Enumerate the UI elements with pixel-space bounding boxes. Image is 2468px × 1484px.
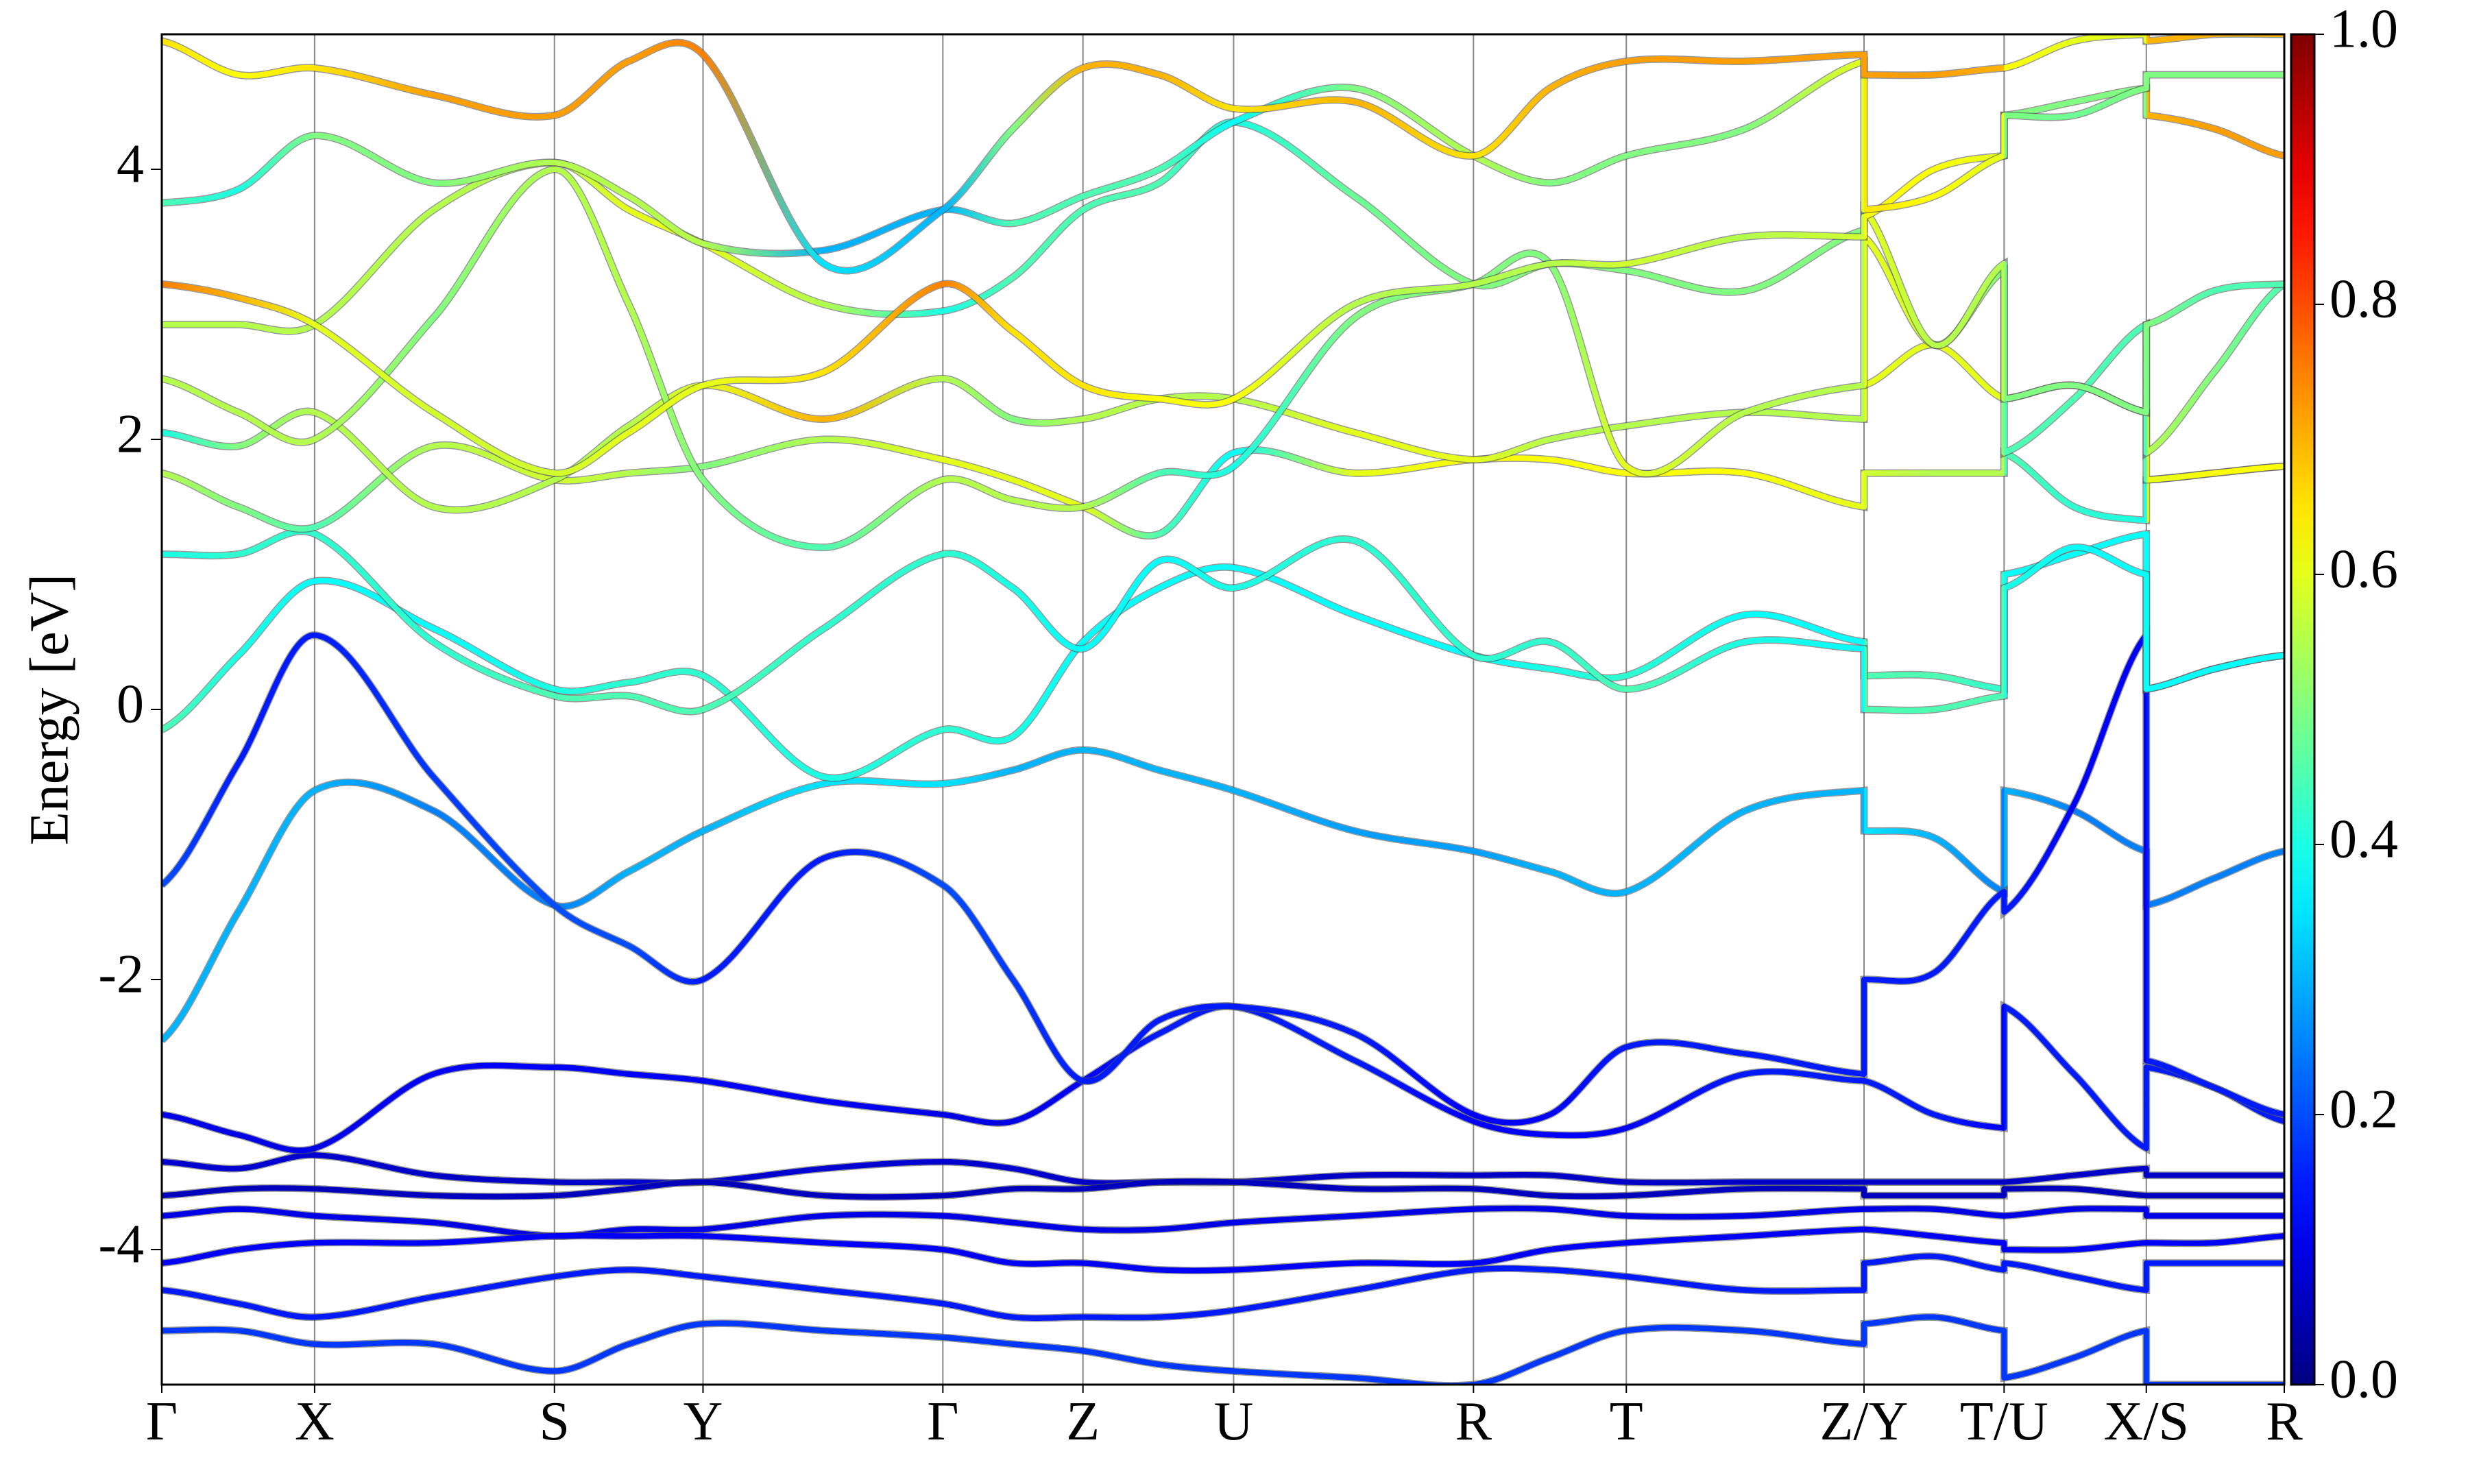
x-tick-label: R <box>2266 1391 2303 1452</box>
band-line <box>162 747 2284 1043</box>
band-line <box>162 1226 2284 1274</box>
x-tick-label: X/S <box>2104 1391 2190 1452</box>
plot-frame <box>160 33 2286 1386</box>
bands <box>162 34 2284 1385</box>
band-line <box>162 528 2284 715</box>
x-tick-label: S <box>540 1391 570 1452</box>
x-tick-label: Z <box>1066 1391 1100 1452</box>
x-tick-label: X <box>295 1391 335 1452</box>
band-line <box>162 1178 2284 1200</box>
band-line <box>162 34 2284 274</box>
x-tick-label: T <box>1610 1391 1643 1452</box>
band-line <box>162 531 2284 781</box>
band-outline <box>162 84 2284 477</box>
y-tick-label: -4 <box>98 1214 144 1274</box>
colorbar-tick-label: 0.2 <box>2330 1079 2398 1139</box>
y-tick-label: -2 <box>98 944 144 1004</box>
band-line <box>162 1003 2284 1154</box>
x-tick-label: R <box>1455 1391 1492 1452</box>
colorbar-tick-label: 0.8 <box>2330 269 2398 329</box>
band-outline <box>162 1313 2284 1385</box>
band-outline <box>162 624 2284 1127</box>
colorbar-tick-label: 0.0 <box>2330 1349 2398 1409</box>
band-line <box>162 1314 2284 1385</box>
colorbar-tick-label: 0.6 <box>2330 539 2398 599</box>
y-tick-label: 4 <box>117 134 144 194</box>
x-tick-label: Y <box>683 1391 723 1452</box>
x-tick-label: Γ <box>927 1391 958 1452</box>
y-tick-label: 0 <box>117 674 144 734</box>
colorbar-tick-label: 1.0 <box>2330 0 2398 59</box>
band-line <box>162 436 2284 539</box>
band-line <box>162 1205 2284 1239</box>
band-outline <box>162 1000 2284 1155</box>
band-line <box>162 58 2284 256</box>
colorbar-tick-label: 0.4 <box>2330 809 2398 869</box>
x-tick-label: U <box>1214 1391 1254 1452</box>
band-line <box>162 85 2284 476</box>
x-tick-label: T/U <box>1960 1391 2048 1452</box>
band-line <box>162 342 2284 513</box>
y-tick-label: 2 <box>117 404 144 464</box>
colorbar <box>2290 33 2316 1386</box>
x-tick-label: Γ <box>146 1391 178 1452</box>
x-tick-label: Z/Y <box>1820 1391 1909 1452</box>
band-outline <box>162 746 2284 1043</box>
band-line <box>162 632 2284 1126</box>
band-outline <box>162 165 2284 552</box>
band-line <box>162 167 2284 550</box>
band-line <box>162 1253 2284 1321</box>
y-axis-label: Energy [eV] <box>19 574 80 845</box>
